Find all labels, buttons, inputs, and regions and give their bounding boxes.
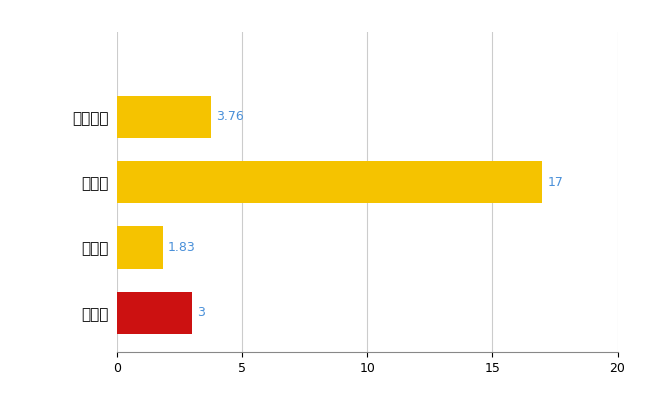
- Bar: [117, 292, 192, 334]
- Bar: [117, 226, 162, 269]
- Text: 1.83: 1.83: [168, 241, 196, 254]
- Text: 3.76: 3.76: [216, 110, 244, 123]
- Bar: [117, 96, 211, 138]
- Text: 3: 3: [197, 306, 205, 319]
- Text: 17: 17: [547, 176, 564, 189]
- Bar: [117, 161, 542, 204]
